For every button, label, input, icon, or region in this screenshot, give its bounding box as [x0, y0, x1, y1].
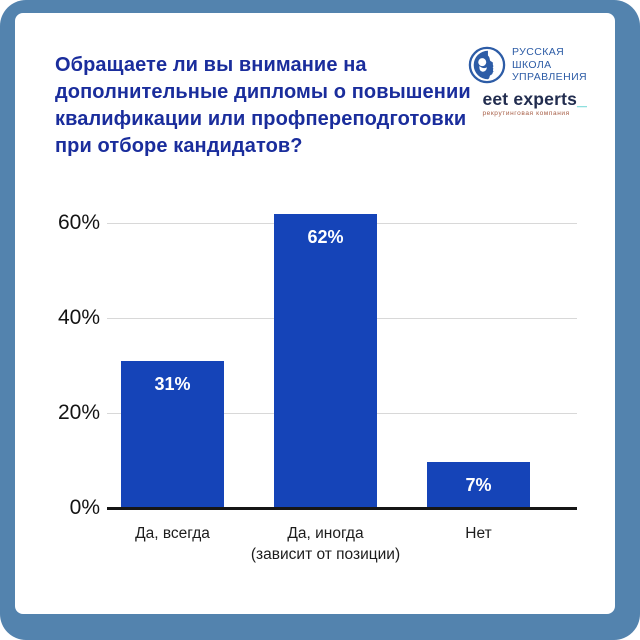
eet-experts-name: eet experts	[482, 89, 578, 109]
eet-experts-cursor: _	[577, 89, 587, 109]
page-title: Обращаете ли вы внимание на дополнительн…	[55, 52, 475, 160]
bar	[274, 213, 377, 508]
bar	[121, 360, 224, 508]
x-axis-label: Нет	[369, 523, 589, 544]
x-axis-label-line: Да, иногда	[287, 525, 364, 542]
rshu-logo-line: ШКОЛА	[511, 58, 552, 71]
eet-experts-logo: eet experts_ рекрутинговая компания	[482, 89, 587, 117]
x-axis-label-line: (зависит от позиции)	[250, 546, 401, 563]
eet-experts-tagline: рекрутинговая компания	[482, 110, 570, 117]
bar-value-label: 7%	[465, 475, 492, 495]
y-tick-label: 20%	[57, 401, 100, 424]
x-axis-label-line: Нет	[465, 525, 492, 542]
x-axis-label-line: Да, всегда	[135, 525, 210, 542]
title-line: дополнительные дипломы о повышении	[55, 81, 471, 103]
bar-value-label: 31%	[154, 373, 191, 394]
x-axis-label: Да, иногда (зависит от позиции)	[216, 523, 436, 565]
rshu-emblem-icon	[468, 46, 506, 84]
title-line: Обращаете ли вы внимание на	[55, 54, 367, 76]
slide-card: Обращаете ли вы внимание на дополнительн…	[15, 13, 615, 614]
title-line: квалификации или профпереподготовки	[55, 108, 467, 130]
rshu-logo: РУССКАЯ ШКОЛА УПРАВЛЕНИЯ	[468, 46, 587, 84]
x-axis-line	[107, 506, 577, 510]
bar-value-label: 62%	[307, 226, 344, 247]
plot-area: 0% 20% 40% 60% 31% Да, всегда 62% Да, иногда (за…	[15, 13, 615, 614]
bar	[427, 462, 530, 508]
y-tick-label: 40%	[57, 306, 100, 329]
eet-experts-wordmark: eet experts_	[482, 89, 587, 109]
rshu-logo-line: РУССКАЯ	[511, 46, 565, 59]
y-tick-label: 0%	[69, 496, 100, 519]
title-line: при отборе кандидатов?	[55, 135, 303, 157]
rshu-logo-line: УПРАВЛЕНИЯ	[511, 71, 587, 84]
x-axis-label: Да, всегда	[63, 523, 283, 544]
rshu-logo-text: РУССКАЯ ШКОЛА УПРАВЛЕНИЯ	[512, 46, 587, 84]
y-tick-label: 60%	[57, 211, 100, 234]
